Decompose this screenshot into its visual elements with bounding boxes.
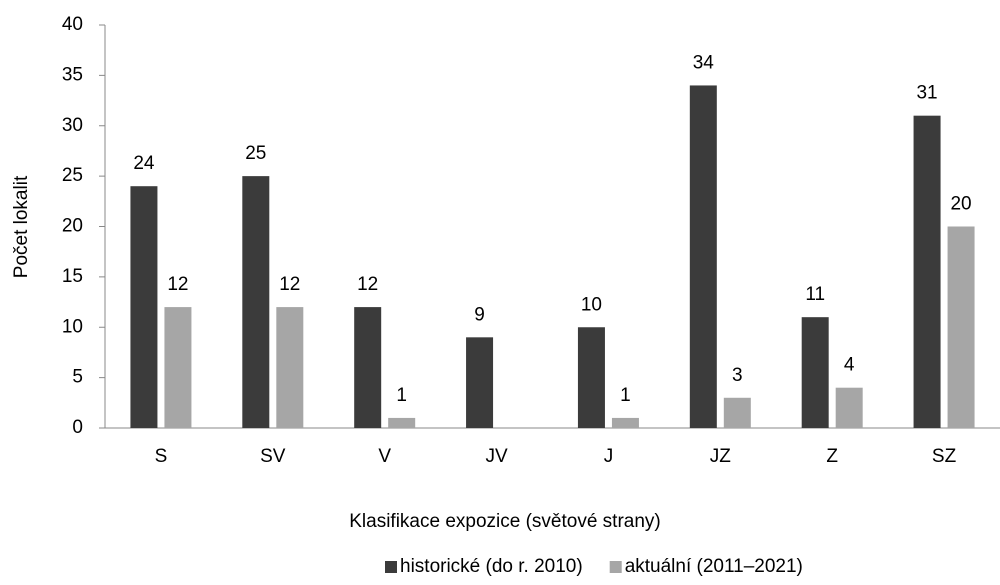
data-label: 20 xyxy=(950,194,971,215)
x-tick-label: J xyxy=(604,446,614,467)
legend-swatch xyxy=(385,561,397,573)
y-tick-label: 20 xyxy=(62,216,83,237)
x-tick-label: JZ xyxy=(710,446,732,467)
data-label: 12 xyxy=(279,274,300,295)
data-label: 11 xyxy=(805,284,825,305)
data-label: 1 xyxy=(620,385,631,406)
x-tick-label: SV xyxy=(260,446,286,467)
x-tick-label: SZ xyxy=(932,446,957,467)
bar xyxy=(913,115,941,429)
y-tick-label: 30 xyxy=(62,115,83,136)
data-label: 10 xyxy=(581,294,602,315)
data-label: 1 xyxy=(396,385,407,406)
y-axis-label: Počet lokalit xyxy=(11,175,32,278)
bar xyxy=(723,397,751,428)
bar xyxy=(947,226,975,428)
legend-label: historické (do r. 2010) xyxy=(400,556,583,577)
y-tick-label: 40 xyxy=(62,14,83,35)
bar xyxy=(611,417,639,428)
x-tick-label: Z xyxy=(826,446,838,467)
x-axis-label: Klasifikace expozice (světové strany) xyxy=(349,511,661,532)
bar xyxy=(276,307,304,428)
x-tick-label: V xyxy=(378,446,391,467)
bar xyxy=(466,337,494,428)
bar xyxy=(354,307,382,428)
x-tick-label: JV xyxy=(485,446,508,467)
y-tick-label: 25 xyxy=(62,165,83,186)
data-label: 34 xyxy=(693,52,715,73)
data-label: 25 xyxy=(245,143,266,164)
bar xyxy=(242,176,270,428)
bar xyxy=(577,327,605,428)
data-label: 9 xyxy=(474,304,485,325)
bar xyxy=(835,387,863,428)
y-tick-label: 5 xyxy=(72,367,83,388)
data-label: 3 xyxy=(732,365,743,386)
y-tick-label: 15 xyxy=(62,266,83,287)
legend-swatch xyxy=(609,561,622,573)
legend-label: aktuální (2011–2021) xyxy=(625,556,803,577)
y-tick-label: 35 xyxy=(62,64,83,85)
bar xyxy=(801,317,829,428)
bar xyxy=(388,417,416,428)
bar xyxy=(130,186,158,428)
data-label: 4 xyxy=(844,355,855,376)
bar xyxy=(689,85,717,428)
bar xyxy=(164,307,192,428)
x-tick-label: S xyxy=(155,446,168,467)
data-label: 12 xyxy=(357,274,378,295)
data-label: 31 xyxy=(916,83,937,104)
y-tick-label: 10 xyxy=(62,316,83,337)
data-label: 24 xyxy=(133,153,155,174)
y-tick-label: 0 xyxy=(72,417,83,438)
data-label: 12 xyxy=(167,274,188,295)
